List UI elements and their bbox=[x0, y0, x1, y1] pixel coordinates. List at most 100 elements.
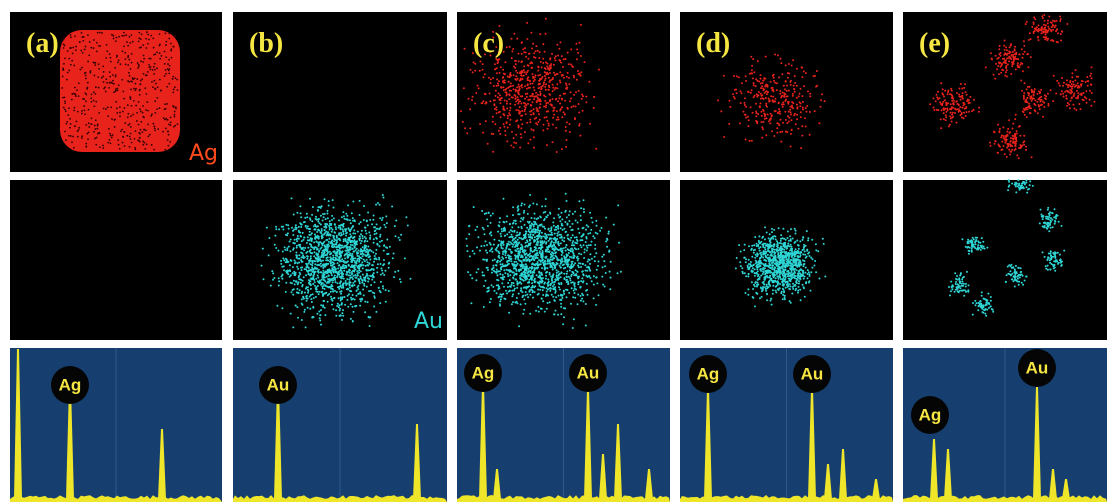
map-dot bbox=[541, 66, 543, 68]
map-dot bbox=[312, 293, 314, 295]
map-dot bbox=[142, 44, 144, 46]
map-dot bbox=[511, 234, 513, 236]
map-dot bbox=[521, 71, 523, 73]
map-dot bbox=[320, 232, 322, 234]
map-dot bbox=[350, 229, 352, 231]
map-dot bbox=[328, 238, 330, 240]
map-dot bbox=[359, 259, 361, 261]
map-dot bbox=[520, 256, 522, 258]
map-dot bbox=[363, 294, 365, 296]
map-dot bbox=[307, 286, 309, 288]
map-dot bbox=[290, 239, 292, 241]
map-dot bbox=[339, 315, 341, 317]
map-dot bbox=[464, 127, 466, 129]
map-dot bbox=[318, 238, 320, 240]
map-dot bbox=[566, 84, 568, 86]
map-dot bbox=[165, 41, 167, 43]
map-dot bbox=[376, 271, 378, 273]
map-dot bbox=[360, 300, 362, 302]
map-dot bbox=[473, 61, 475, 63]
map-dot bbox=[313, 255, 315, 257]
map-dot bbox=[738, 244, 740, 246]
map-dot bbox=[327, 251, 329, 253]
map-dot bbox=[561, 212, 563, 214]
map-dot bbox=[135, 88, 137, 90]
map-dot bbox=[498, 111, 500, 113]
map-dot bbox=[496, 112, 498, 114]
map-dot bbox=[504, 82, 506, 84]
map-dot bbox=[545, 243, 547, 245]
map-dot bbox=[324, 314, 326, 316]
map-dot bbox=[509, 114, 511, 116]
map-dot bbox=[515, 89, 517, 91]
map-dot bbox=[331, 227, 333, 229]
map-dot bbox=[545, 104, 547, 106]
map-dot bbox=[552, 141, 554, 143]
map-dot bbox=[517, 250, 519, 252]
map-dot bbox=[596, 225, 598, 227]
map-dot bbox=[580, 236, 582, 238]
map-dot bbox=[787, 243, 789, 245]
map-dot bbox=[590, 244, 592, 246]
map-dot bbox=[551, 105, 553, 107]
map-dot bbox=[168, 38, 170, 40]
map-dot bbox=[561, 224, 563, 226]
map-dot bbox=[518, 252, 520, 254]
map-dot bbox=[794, 91, 796, 93]
map-dot bbox=[515, 142, 517, 144]
map-dot bbox=[275, 226, 277, 228]
map-dot bbox=[537, 108, 539, 110]
map-dot bbox=[772, 87, 774, 89]
map-dot bbox=[535, 50, 537, 52]
map-dot bbox=[361, 235, 363, 237]
map-dot bbox=[556, 274, 558, 276]
peak-label: Au bbox=[577, 363, 600, 382]
map-dot bbox=[138, 101, 140, 103]
map-dot bbox=[608, 231, 610, 233]
map-dot bbox=[521, 75, 523, 77]
map-dot bbox=[563, 228, 565, 230]
map-dot bbox=[609, 271, 611, 273]
map-dot bbox=[492, 213, 494, 215]
map-dot bbox=[583, 211, 585, 213]
map-dot bbox=[799, 289, 801, 291]
map-dot bbox=[337, 282, 339, 284]
map-dot bbox=[781, 265, 783, 267]
map-dot bbox=[109, 71, 111, 73]
map-dot bbox=[578, 200, 580, 202]
map-dot bbox=[71, 93, 73, 95]
map-dot bbox=[139, 47, 141, 49]
map-dot bbox=[537, 276, 539, 278]
map-dot bbox=[494, 123, 496, 125]
map-dot bbox=[339, 259, 341, 261]
map-dot bbox=[167, 63, 169, 65]
map-dot bbox=[127, 124, 129, 126]
map-dot bbox=[510, 119, 512, 121]
map-dot bbox=[89, 41, 91, 43]
map-dot bbox=[500, 268, 502, 270]
map-dot bbox=[367, 212, 369, 214]
map-dot bbox=[548, 77, 550, 79]
map-dot bbox=[109, 133, 111, 135]
map-dot bbox=[559, 103, 561, 105]
map-dot bbox=[312, 277, 314, 279]
map-dot bbox=[554, 237, 556, 239]
map-dot bbox=[335, 246, 337, 248]
map-dot bbox=[138, 37, 140, 39]
map-dot bbox=[333, 272, 335, 274]
map-dot bbox=[532, 234, 534, 236]
map-dot bbox=[571, 274, 573, 276]
map-dot bbox=[292, 272, 294, 274]
map-dot bbox=[779, 93, 781, 95]
map-dot bbox=[756, 121, 758, 123]
map-dot bbox=[319, 222, 321, 224]
map-dot bbox=[162, 131, 164, 133]
map-dot bbox=[751, 69, 753, 71]
map-dot bbox=[542, 76, 544, 78]
map-dot bbox=[147, 136, 149, 138]
map-dot bbox=[565, 58, 567, 60]
map-dot bbox=[375, 253, 377, 255]
map-dot bbox=[786, 90, 788, 92]
map-dot bbox=[78, 95, 80, 97]
map-dot bbox=[717, 99, 719, 101]
